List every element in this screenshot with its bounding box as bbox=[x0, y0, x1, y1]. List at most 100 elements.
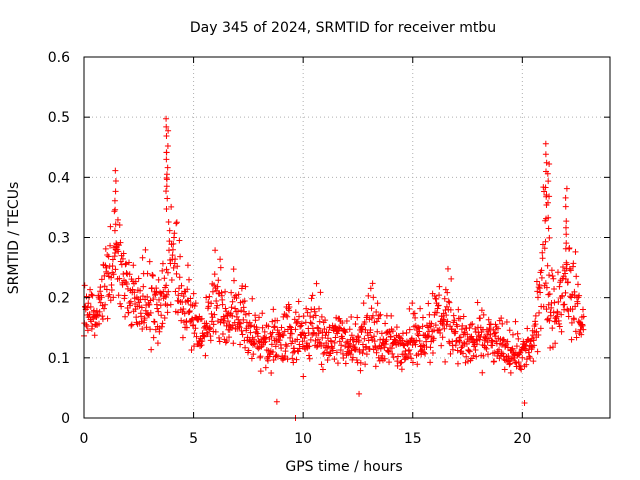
data-point bbox=[163, 183, 170, 190]
data-point bbox=[379, 352, 386, 359]
data-point bbox=[103, 264, 110, 271]
data-point bbox=[136, 303, 143, 310]
data-point bbox=[254, 333, 261, 340]
data-point bbox=[562, 203, 569, 210]
data-point bbox=[412, 314, 419, 321]
data-point bbox=[361, 335, 368, 342]
data-point bbox=[281, 328, 288, 335]
data-point bbox=[233, 313, 240, 320]
data-point bbox=[101, 283, 108, 290]
data-point bbox=[532, 321, 539, 328]
data-point bbox=[542, 280, 549, 287]
data-point bbox=[272, 343, 279, 350]
data-point bbox=[227, 310, 234, 317]
data-point bbox=[133, 314, 140, 321]
data-point bbox=[503, 319, 510, 326]
data-point bbox=[203, 320, 210, 327]
data-point bbox=[151, 318, 158, 325]
data-point bbox=[163, 282, 170, 289]
data-point bbox=[419, 323, 426, 330]
data-point bbox=[235, 316, 242, 323]
data-point bbox=[302, 332, 309, 339]
data-point bbox=[197, 343, 204, 350]
data-point bbox=[346, 340, 353, 347]
data-point bbox=[535, 332, 542, 339]
data-point bbox=[546, 317, 553, 324]
data-point bbox=[533, 278, 540, 285]
data-point bbox=[283, 343, 290, 350]
data-point bbox=[485, 316, 492, 323]
data-point bbox=[85, 300, 92, 307]
data-point bbox=[242, 344, 249, 351]
data-point bbox=[102, 301, 109, 308]
data-point bbox=[358, 329, 365, 336]
data-point bbox=[542, 184, 549, 191]
data-point bbox=[376, 357, 383, 364]
data-point bbox=[519, 354, 526, 361]
data-point bbox=[442, 358, 449, 365]
data-point bbox=[331, 356, 338, 363]
data-point bbox=[105, 253, 112, 260]
data-point bbox=[226, 334, 233, 341]
data-point bbox=[293, 356, 300, 363]
data-point bbox=[119, 281, 126, 288]
data-point bbox=[441, 295, 448, 302]
data-point bbox=[223, 337, 230, 344]
data-point bbox=[116, 275, 123, 282]
data-point bbox=[115, 292, 122, 299]
data-point bbox=[257, 353, 264, 360]
data-point bbox=[116, 222, 123, 229]
data-point bbox=[200, 333, 207, 340]
data-point bbox=[416, 337, 423, 344]
data-point bbox=[474, 299, 481, 306]
data-point bbox=[239, 331, 246, 338]
data-point bbox=[554, 309, 561, 316]
data-point bbox=[374, 300, 381, 307]
data-point bbox=[211, 282, 218, 289]
data-point bbox=[431, 292, 438, 299]
data-point bbox=[99, 313, 106, 320]
data-point bbox=[163, 206, 170, 213]
data-point bbox=[572, 248, 579, 255]
data-point bbox=[563, 218, 570, 225]
data-point bbox=[295, 298, 302, 305]
data-point bbox=[352, 321, 359, 328]
data-point bbox=[104, 252, 111, 259]
data-point bbox=[327, 350, 334, 357]
data-point bbox=[483, 345, 490, 352]
data-point bbox=[251, 340, 258, 347]
data-point bbox=[158, 312, 165, 319]
data-point bbox=[273, 398, 280, 405]
data-point bbox=[96, 320, 103, 327]
data-point bbox=[349, 354, 356, 361]
data-point bbox=[570, 260, 577, 267]
data-point bbox=[381, 344, 388, 351]
data-point bbox=[186, 308, 193, 315]
data-point bbox=[454, 323, 461, 330]
data-point bbox=[562, 245, 569, 252]
data-point bbox=[199, 337, 206, 344]
data-point bbox=[493, 324, 500, 331]
data-point bbox=[484, 339, 491, 346]
data-point bbox=[507, 369, 514, 376]
data-point bbox=[114, 216, 121, 223]
data-point bbox=[154, 305, 161, 312]
data-point bbox=[348, 332, 355, 339]
data-point bbox=[375, 315, 382, 322]
data-point bbox=[304, 309, 311, 316]
data-point bbox=[242, 283, 249, 290]
data-point bbox=[111, 197, 118, 204]
data-point bbox=[286, 323, 293, 330]
data-point bbox=[430, 335, 437, 342]
data-point bbox=[329, 347, 336, 354]
data-point bbox=[164, 195, 171, 202]
data-point bbox=[534, 288, 541, 295]
data-point bbox=[123, 260, 130, 267]
data-point bbox=[102, 245, 109, 252]
data-point bbox=[156, 296, 163, 303]
data-point bbox=[246, 310, 253, 317]
data-point bbox=[561, 306, 568, 313]
data-point bbox=[406, 326, 413, 333]
data-point bbox=[217, 264, 224, 271]
data-point bbox=[545, 291, 552, 298]
